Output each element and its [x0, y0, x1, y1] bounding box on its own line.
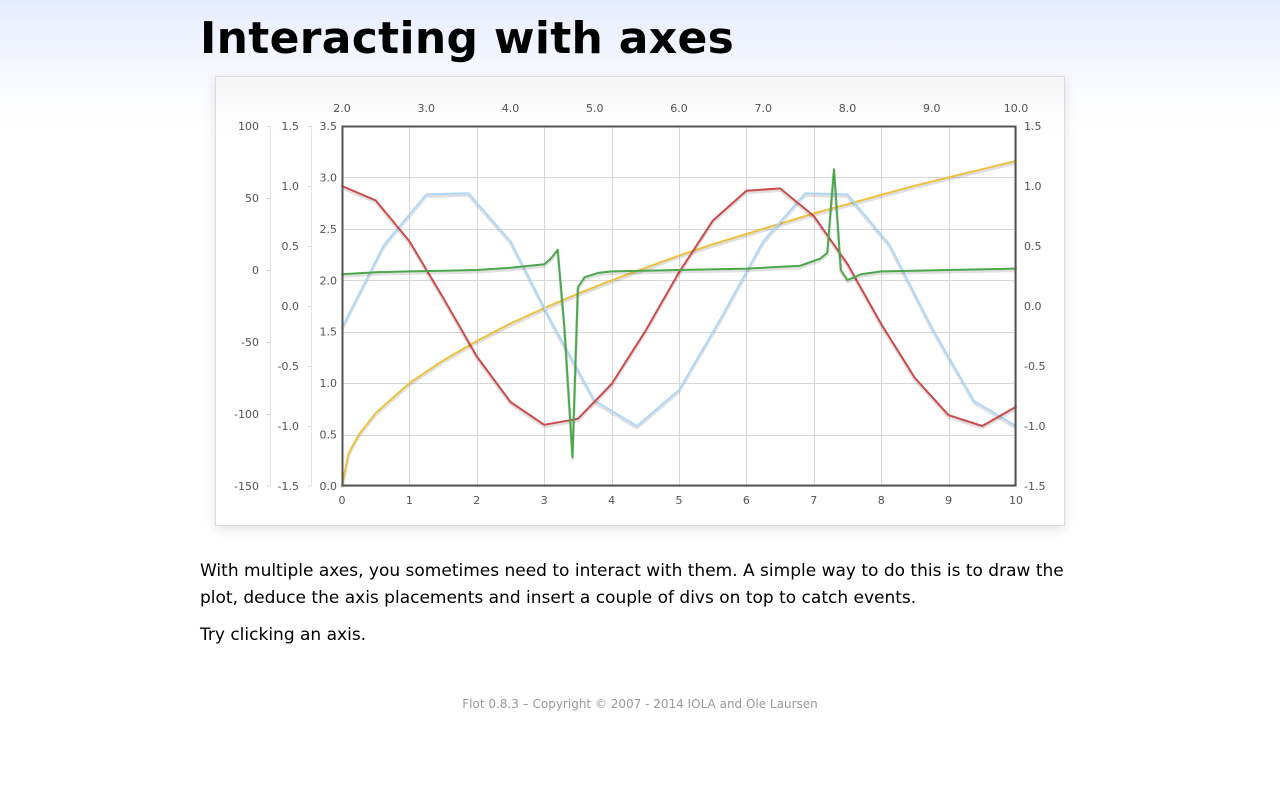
- y-axis-right-tick-label: 1.5: [1024, 120, 1042, 133]
- y-axis-3-tick-label: 100: [238, 120, 259, 133]
- x-bottom-tick-label: 9: [945, 494, 952, 507]
- y-axis-1-tick-label: 0.5: [320, 429, 338, 442]
- y-axis-3-tick-label: -50: [241, 336, 259, 349]
- x-bottom-tick-label: 6: [743, 494, 750, 507]
- x-bottom-tick-label: 2: [473, 494, 480, 507]
- y-axis-1-tick-label: 1.5: [320, 326, 338, 339]
- series-line-4: [341, 168, 1017, 459]
- x-bottom-tick-label: 3: [541, 494, 548, 507]
- series-shadow: [341, 169, 1017, 461]
- footer: Flot 0.8.3 – Copyright © 2007 - 2014 IOL…: [462, 697, 818, 711]
- y-axis-1-tick-label: 2.5: [320, 223, 338, 236]
- y-axis-1-tick-label: 0.0: [320, 480, 338, 493]
- x-bottom-tick-label: 8: [878, 494, 885, 507]
- y-axis-2-tick-label: 0.0: [282, 300, 300, 313]
- plot-canvas: 0 1 2 3 4 5 6 7 8 9 10 2.0 3.0 4.0 5.0 6.0 7.0 8.0 9.0 10.0…: [234, 102, 1045, 507]
- y-axis-2-tick-label: 0.5: [282, 240, 300, 253]
- y-axis-right-tick-label: 0.5: [1024, 240, 1042, 253]
- y-axis-2-tick-label: 1.5: [282, 120, 300, 133]
- y-axis-2-tick-label: 1.0: [282, 180, 300, 193]
- x-bottom-tick-label: 10: [1009, 494, 1023, 507]
- x-top-tick-label: 9.0: [923, 102, 941, 115]
- y-axis-2-tick-label: -0.5: [278, 360, 299, 373]
- y-axis-right-tick-label: -1.5: [1024, 480, 1045, 493]
- series-line-3: [341, 185, 1017, 427]
- y-axis-1-tick-label: 3.5: [320, 120, 338, 133]
- series-line-1: [341, 160, 1017, 487]
- x-bottom-tick-label: 0: [339, 494, 346, 507]
- y-axis-right-tick-label: 1.0: [1024, 180, 1042, 193]
- y-axis-2-tick-label: -1.5: [278, 480, 299, 493]
- yaxis-2-hit-area[interactable]: [272, 117, 308, 491]
- x-bottom-tick-label: 7: [810, 494, 817, 507]
- xaxis-top-hit-area[interactable]: [328, 99, 1034, 117]
- yaxis-1-hit-area[interactable]: [312, 117, 340, 491]
- y-axis-1-tick-label: 2.0: [320, 274, 338, 287]
- x-top-tick-label: 5.0: [586, 102, 604, 115]
- y-axis-right-tick-label: -1.0: [1024, 420, 1045, 433]
- y-axis-1-tick-label: 1.0: [320, 377, 338, 390]
- x-top-tick-label: 7.0: [755, 102, 773, 115]
- yaxis-right-hit-area[interactable]: [1018, 117, 1054, 491]
- description-paragraph: With multiple axes, you sometimes need t…: [200, 561, 1064, 608]
- plot-border: [341, 125, 1017, 487]
- y-axis-2-tick-label: -1.0: [278, 420, 299, 433]
- y-axis-1-tick-label: 3.0: [320, 171, 338, 184]
- x-bottom-tick-label: 1: [406, 494, 413, 507]
- y-axis-3-tick-label: -100: [234, 408, 259, 421]
- y-axis-right-tick-label: -0.5: [1024, 360, 1045, 373]
- x-top-tick-label: 8.0: [839, 102, 857, 115]
- xaxis-bottom-hit-area[interactable]: [334, 489, 1028, 507]
- y-axis-right-tick-label: 0.0: [1024, 300, 1042, 313]
- instruction-paragraph: Try clicking an axis.: [200, 625, 367, 645]
- series-line-2: [341, 192, 1017, 427]
- plot-container: 0 1 2 3 4 5 6 7 8 9 10 2.0 3.0 4.0 5.0 6.0 7.0 8.0 9.0 10.0…: [215, 76, 1065, 526]
- x-top-tick-label: 3.0: [418, 102, 436, 115]
- y-axis-3-tick-label: 0: [252, 264, 259, 277]
- x-top-tick-label: 4.0: [502, 102, 520, 115]
- yaxis-3-hit-area[interactable]: [230, 117, 268, 491]
- y-axis-3-tick-label: -150: [234, 480, 259, 493]
- x-top-tick-label: 10.0: [1004, 102, 1029, 115]
- x-bottom-tick-label: 5: [676, 494, 683, 507]
- y-axis-3-tick-label: 50: [245, 192, 259, 205]
- content: Interacting with axes 0 1 2 3 4 5 6 7 8 9 10 2.0 3.0…: [200, 0, 1080, 649]
- description: With multiple axes, you sometimes need t…: [200, 558, 1080, 649]
- x-top-tick-label: 6.0: [670, 102, 688, 115]
- x-top-tick-label: 2.0: [333, 102, 351, 115]
- x-bottom-tick-label: 4: [608, 494, 615, 507]
- page-title: Interacting with axes: [200, 13, 735, 64]
